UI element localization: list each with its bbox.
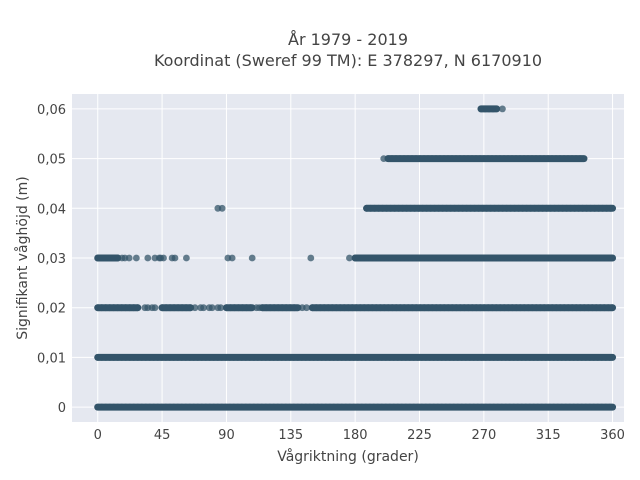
chart-title-line-2: Koordinat (Sweref 99 TM): E 378297, N 61… — [154, 51, 542, 70]
data-point-run — [308, 304, 617, 312]
x-tick-labels: 0 45 90 135 180 225 270 315 360 — [94, 428, 625, 443]
data-point — [218, 204, 226, 212]
data-point-run — [222, 304, 256, 312]
data-point — [191, 304, 199, 312]
y-tick-label: 0,05 — [37, 153, 66, 168]
data-point — [132, 254, 140, 262]
data-point — [208, 304, 216, 312]
x-tick-label: 0 — [94, 428, 102, 443]
data-point — [247, 304, 254, 312]
data-point — [160, 254, 167, 262]
x-tick-label: 225 — [407, 428, 432, 443]
y-tick-label: 0,01 — [37, 351, 66, 366]
data-point-run — [94, 353, 617, 361]
data-point — [200, 304, 207, 312]
x-tick-label: 360 — [600, 428, 625, 443]
data-point — [606, 403, 614, 411]
x-tick-label: 315 — [536, 428, 561, 443]
x-tick-label: 90 — [218, 428, 235, 443]
data-point — [346, 254, 353, 262]
data-point — [608, 304, 616, 312]
y-tick-label: 0,06 — [37, 103, 66, 118]
data-point — [151, 304, 159, 312]
data-point — [228, 254, 236, 262]
y-tick-labels: 0 0,01 0,02 0,03 0,04 0,05 0,06 — [37, 103, 66, 416]
data-point-run — [94, 304, 142, 312]
x-tick-label: 270 — [471, 428, 496, 443]
x-axis-label: Vågriktning (grader) — [277, 448, 419, 465]
y-tick-label: 0,02 — [37, 302, 66, 317]
data-point — [607, 204, 614, 212]
data-point-run — [384, 155, 588, 163]
x-tick-label: 180 — [343, 428, 368, 443]
data-point — [217, 304, 225, 312]
data-points — [94, 105, 617, 411]
y-tick-label: 0,04 — [37, 202, 66, 217]
data-point-run — [363, 204, 617, 212]
y-tick-label: 0,03 — [37, 252, 66, 267]
data-point — [499, 105, 506, 113]
data-point — [576, 155, 584, 163]
x-tick-label: 45 — [154, 428, 171, 443]
data-point-run — [351, 254, 617, 262]
data-point-run — [158, 304, 195, 312]
data-point — [307, 254, 315, 262]
x-tick-label: 135 — [278, 428, 303, 443]
data-point — [290, 304, 298, 312]
data-point — [303, 304, 310, 312]
data-point — [248, 254, 256, 262]
data-point — [380, 155, 388, 163]
data-point-run — [477, 105, 501, 113]
data-point-run — [94, 254, 122, 262]
chart-title-line-1: År 1979 - 2019 — [288, 30, 408, 49]
data-point — [607, 254, 615, 262]
data-point-run — [258, 304, 302, 312]
data-point — [255, 304, 263, 312]
y-tick-label: 0 — [58, 401, 66, 416]
data-point — [125, 254, 133, 262]
data-point — [606, 353, 614, 361]
data-point — [489, 105, 497, 113]
data-point — [144, 254, 152, 262]
data-point — [134, 304, 142, 312]
data-point-run — [94, 403, 617, 411]
data-point — [171, 254, 179, 262]
y-axis-label: Signifikant våghöjd (m) — [14, 176, 31, 339]
data-point — [186, 304, 194, 312]
data-point — [183, 254, 190, 262]
